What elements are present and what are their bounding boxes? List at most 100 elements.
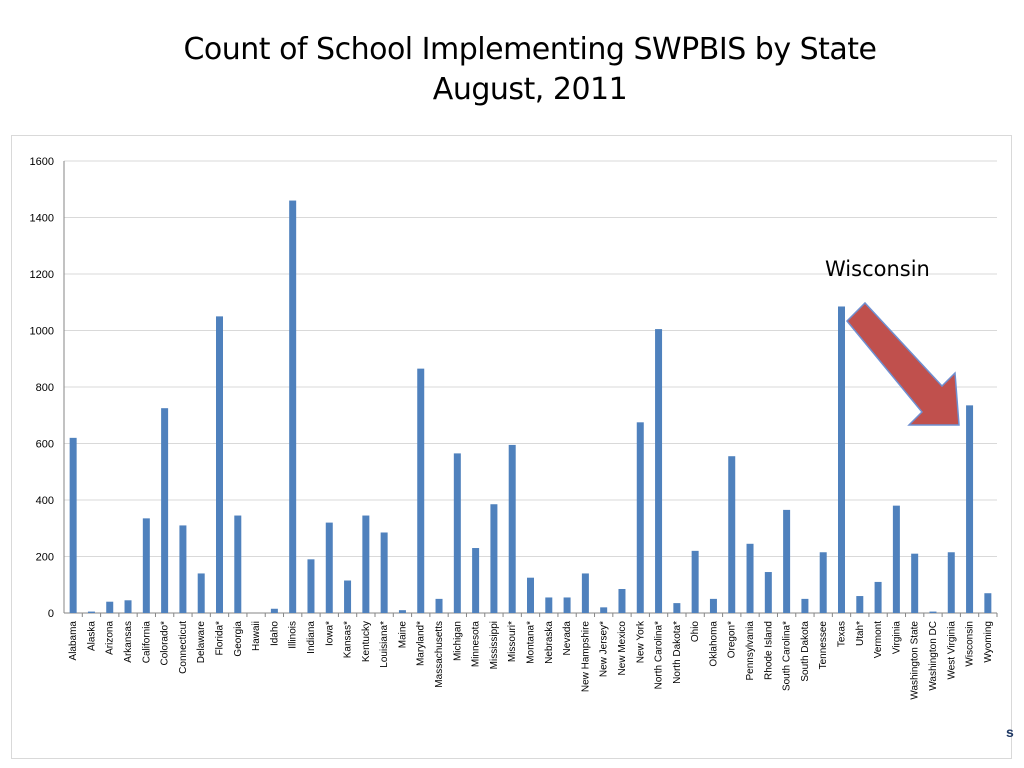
- bar: [764, 572, 772, 613]
- x-tick-label: South Dakota: [800, 621, 811, 682]
- title-line-2: August, 2011: [432, 72, 628, 107]
- x-tick-label: Vermont: [873, 621, 884, 658]
- x-tick-label: New Jersey*: [599, 621, 610, 677]
- x-tick-label: Iowa*: [324, 621, 335, 646]
- bar: [929, 611, 937, 613]
- bar: [307, 559, 315, 613]
- x-tick-label: Illinois: [288, 621, 299, 649]
- y-tick-label: 800: [36, 382, 54, 394]
- x-tick-label: Minnesota: [471, 621, 482, 668]
- bar: [838, 306, 845, 613]
- bar: [728, 456, 736, 613]
- bar: [106, 601, 114, 613]
- x-tick-label: Massachusetts: [434, 621, 445, 688]
- x-tick-label: South Carolina*: [782, 621, 793, 691]
- x-tick-label: Montana*: [526, 621, 537, 664]
- bar: [508, 444, 516, 613]
- x-tick-label: Ohio: [690, 621, 701, 643]
- bar: [600, 607, 608, 613]
- x-tick-label: Tennessee: [818, 621, 829, 670]
- x-tick-label: Maryland*: [416, 621, 427, 666]
- x-tick-label: Maine: [397, 621, 408, 649]
- bar: [453, 453, 461, 613]
- x-tick-label: Florida*: [215, 621, 226, 656]
- x-tick-label: Colorado*: [160, 621, 171, 666]
- x-tick-label: Mississippi: [489, 621, 500, 669]
- bar: [289, 200, 297, 614]
- x-tick-label: Washington State: [910, 621, 921, 700]
- bar: [892, 505, 900, 613]
- x-tick-label: Arkansas: [123, 621, 134, 663]
- bar: [966, 405, 974, 613]
- bar: [87, 611, 95, 613]
- x-tick-label: Rhode Island: [763, 621, 774, 680]
- bar: [417, 368, 425, 613]
- bar: [673, 603, 681, 613]
- x-tick-label: Oregon*: [727, 621, 738, 658]
- x-tick-label: Georgia: [233, 621, 244, 657]
- bar: [563, 597, 571, 613]
- y-tick-label: 400: [36, 495, 54, 507]
- bar: [911, 553, 919, 613]
- chart-frame: 0 200 400 600 800 1000 1200 1400 1600 Alabama Alas…: [11, 135, 1012, 759]
- bar: [947, 552, 955, 613]
- y-tick-label: 1600: [30, 156, 54, 168]
- annotation-arrow: [845, 301, 960, 426]
- x-tick-label: Missouri*: [507, 621, 518, 662]
- y-tick-label: 600: [36, 439, 54, 451]
- bar: [618, 588, 626, 613]
- corner-logo-fragment: s: [1006, 724, 1014, 740]
- x-tick-label: Texas: [837, 621, 848, 647]
- bar: [874, 581, 882, 613]
- wisconsin-annotation: Wisconsin: [825, 257, 930, 281]
- bar: [142, 518, 150, 613]
- x-tick-label: North Carolina*: [654, 621, 665, 689]
- bar: [472, 548, 480, 613]
- bar-chart: 0 200 400 600 800 1000 1200 1400 1600 Alabama Alas…: [30, 156, 998, 700]
- bar: [161, 408, 169, 613]
- x-tick-label: Virginia: [891, 621, 902, 655]
- bar: [325, 522, 333, 613]
- x-tick-label: North Dakota*: [672, 621, 683, 684]
- bar: [856, 596, 864, 613]
- x-tick-label: Nebraska: [544, 621, 555, 664]
- bar: [179, 525, 187, 613]
- bar: [581, 573, 589, 613]
- x-tick-label: Alaska: [86, 621, 97, 651]
- bar: [270, 608, 278, 613]
- bar: [819, 552, 827, 613]
- bar: [380, 532, 388, 613]
- x-tick-label: Michigan: [452, 621, 463, 661]
- bar: [234, 515, 242, 613]
- x-tick-label: Utah*: [855, 621, 866, 646]
- x-tick-label: Indiana: [306, 621, 317, 654]
- y-tick-label: 200: [36, 552, 54, 564]
- bar: [362, 515, 370, 613]
- x-tick-label: Hawaii: [251, 621, 262, 651]
- x-tick-label: Pennsylvania: [745, 621, 756, 681]
- bar: [527, 577, 534, 613]
- x-tick-label: Wyoming: [983, 621, 994, 663]
- x-tick-label: Wisconsin: [965, 621, 976, 667]
- title-line-1: Count of School Implementing SWPBIS by S…: [183, 32, 877, 67]
- bar: [124, 600, 132, 613]
- bar: [709, 598, 717, 613]
- y-tick-label: 1000: [30, 326, 54, 338]
- bar: [490, 504, 498, 613]
- bar: [398, 610, 406, 613]
- slide-title: Count of School Implementing SWPBIS by S…: [0, 30, 1024, 110]
- x-tick-label: Arizona: [105, 621, 116, 655]
- x-tick-label: New York: [635, 620, 646, 663]
- bar: [783, 509, 791, 613]
- x-tick-label: Alabama: [68, 621, 79, 661]
- bar: [344, 580, 352, 613]
- x-tick-label: Nevada: [562, 621, 573, 656]
- x-tick-label: New Mexico: [617, 621, 628, 676]
- bar: [545, 597, 553, 613]
- bar: [746, 543, 754, 613]
- x-tick-label: California: [141, 621, 152, 664]
- x-tick-label: Louisiana*: [379, 621, 390, 668]
- bar: [216, 316, 223, 613]
- x-tick-label: West Virginia: [946, 621, 957, 680]
- bar: [801, 598, 809, 613]
